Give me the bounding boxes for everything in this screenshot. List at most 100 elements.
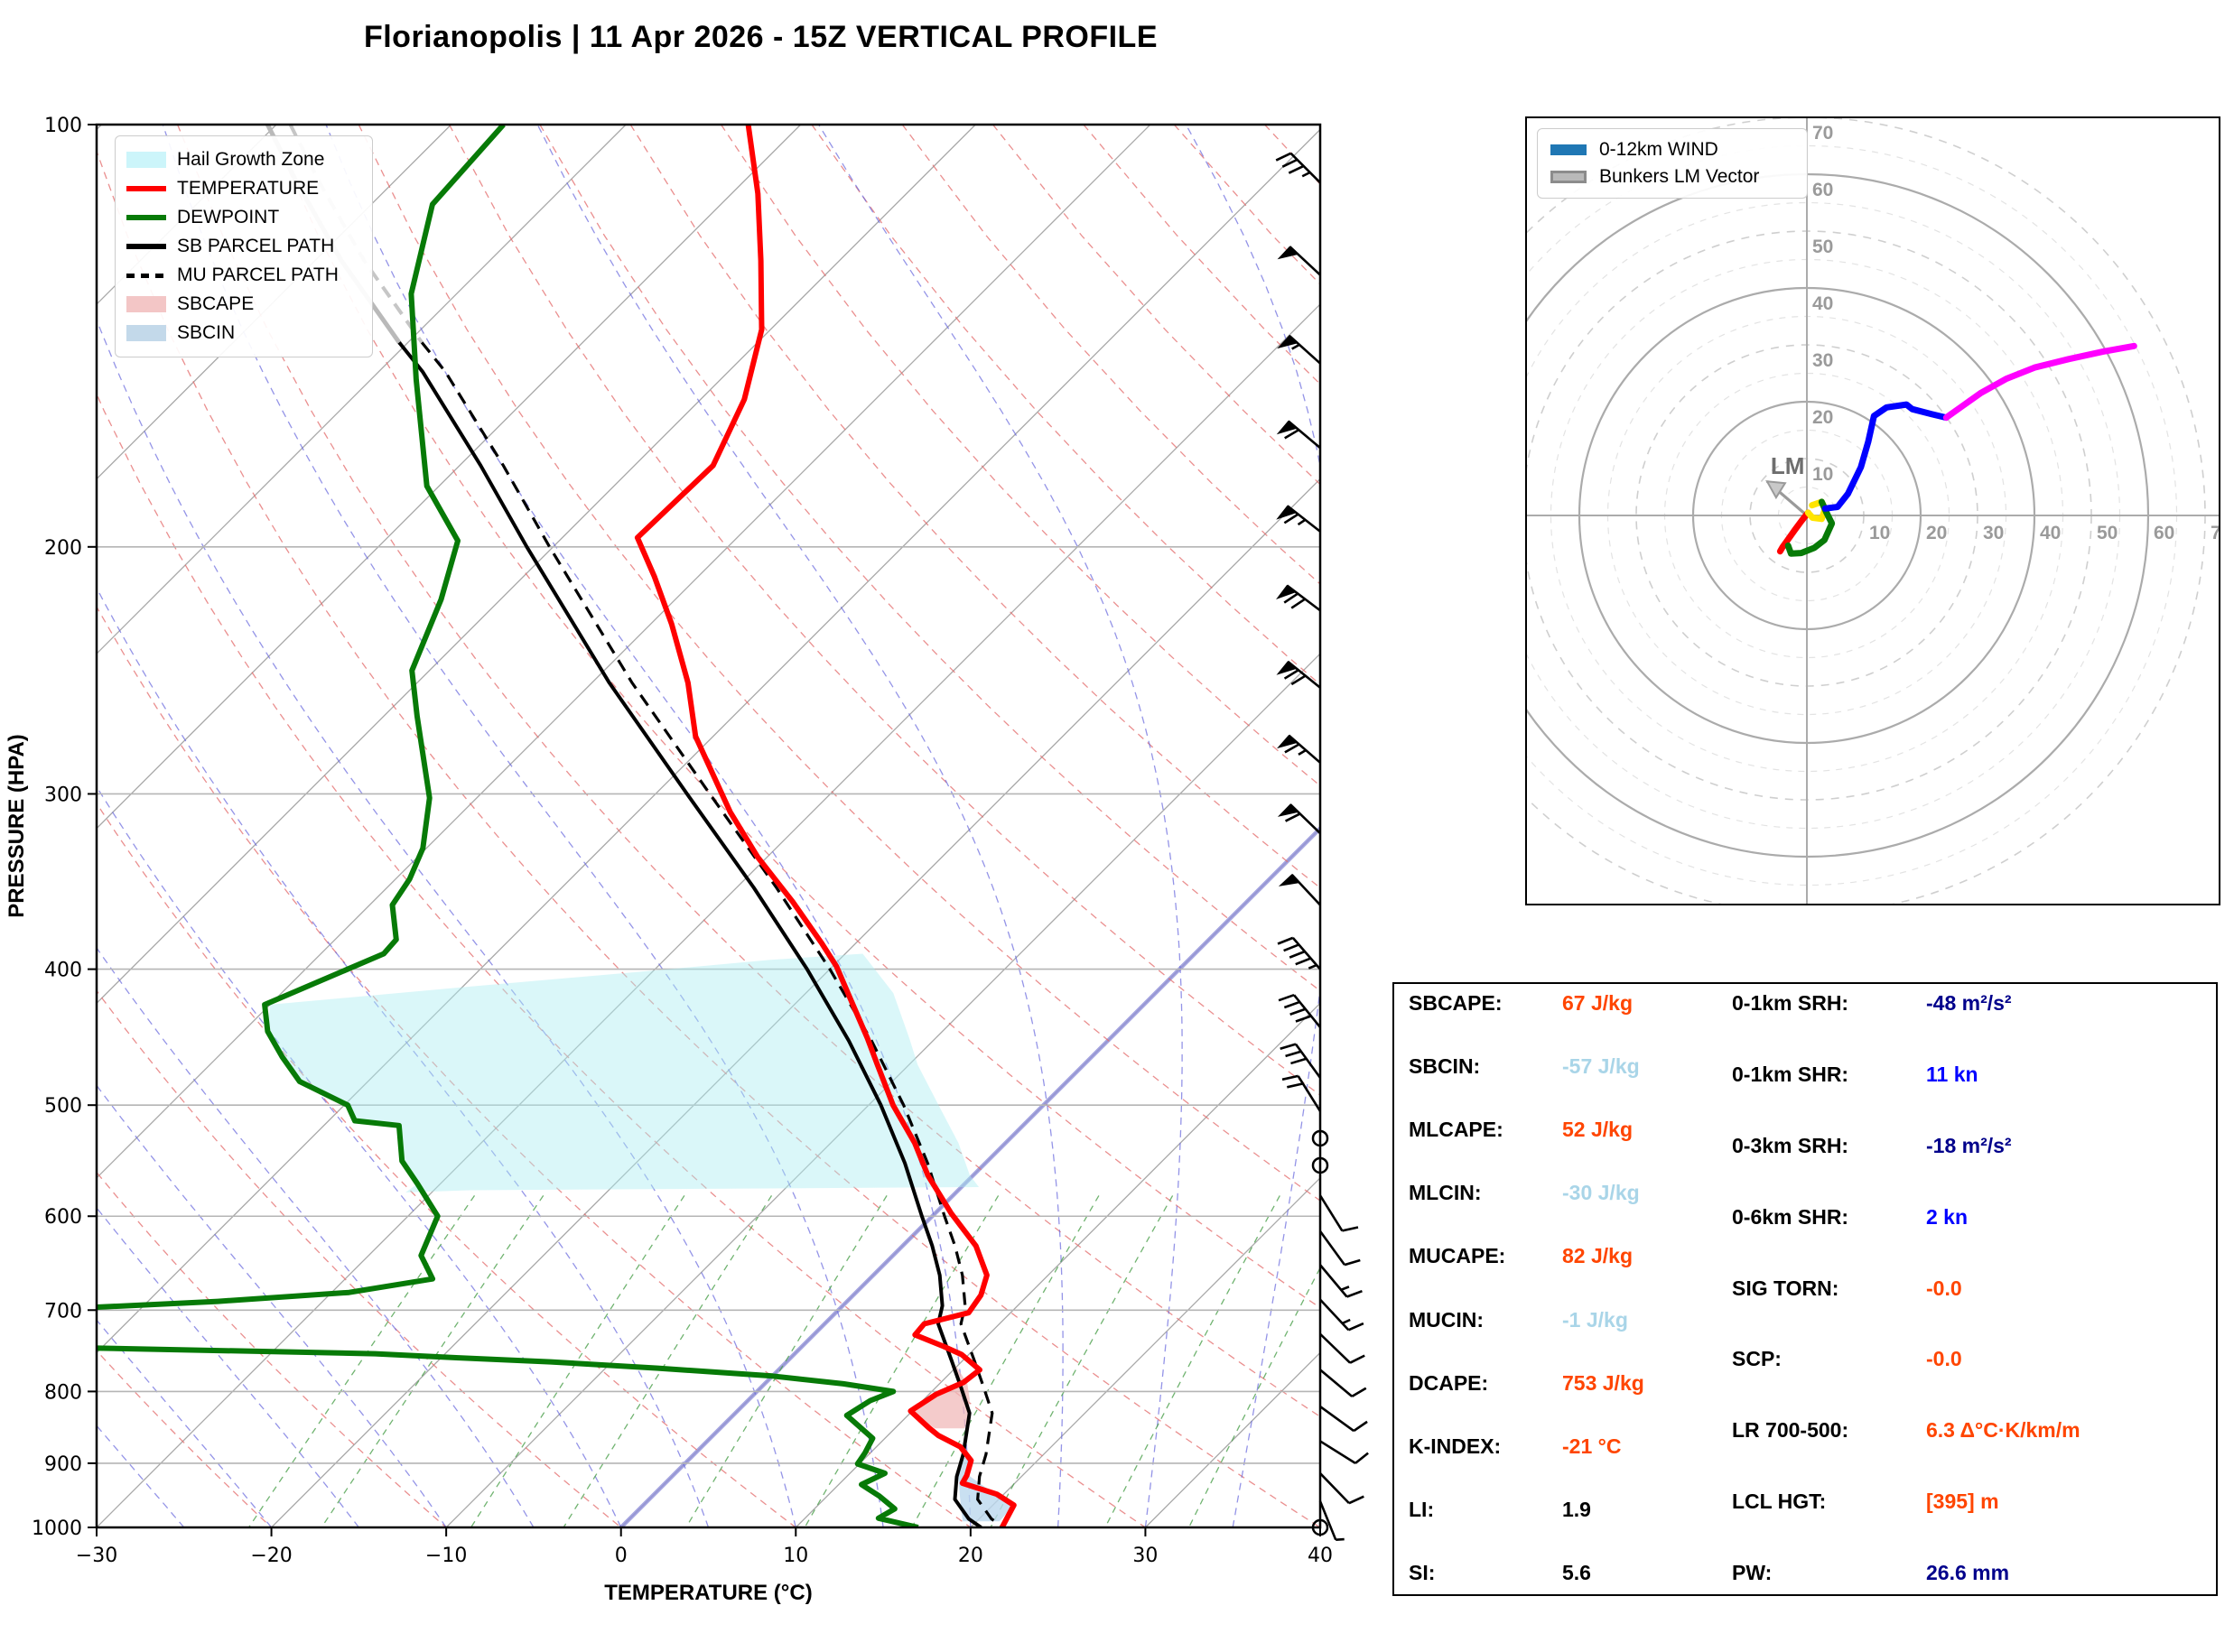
isotherm-line (97, 125, 802, 830)
y-tick-label: 100 (44, 115, 82, 137)
x-tick-label: 40 (1308, 1545, 1333, 1567)
hodograph-ring-label-x: 40 (2040, 523, 2061, 543)
hodograph-ring-label-y: 30 (1812, 350, 1833, 371)
hodograph-ring-label-y: 20 (1812, 407, 1833, 428)
stat-row: PW: 26.6 mm (1732, 1561, 2201, 1585)
hodograph-ring-label-y: 10 (1812, 464, 1833, 485)
calm-wind-icon (1311, 1129, 1329, 1147)
wind-barb-icon (1319, 1369, 1367, 1398)
hodo-legend-item: Bunkers LM Vector (1549, 163, 1796, 190)
wind-barb-icon (1280, 1043, 1322, 1079)
skewt-axes: −30 −20 −10 0 10 20 30 40 100 200 300 400 500 600 700 8… (5, 115, 1333, 1605)
wind-barb-icon (1319, 1406, 1368, 1433)
moist-adiabat-line (536, 125, 1064, 1527)
stat-row: 0-3km SRH: -18 m²/s² (1732, 1134, 2201, 1158)
stat-value: 5.6 (1562, 1560, 1591, 1584)
hodo-legend-item: 0-12km WIND (1549, 136, 1796, 163)
skewt-plot-area (97, 125, 1320, 1527)
wind-barb-icon (1278, 873, 1321, 906)
legend-label: Hail Growth Zone (177, 149, 325, 170)
legend-label: SBCIN (177, 322, 236, 343)
sbcape_region (912, 1366, 970, 1429)
wind-barb-icon (1318, 1194, 1359, 1232)
mu-parcel-path-line (420, 341, 1005, 1527)
calm-wind-icon (1311, 1518, 1329, 1536)
legend-item: TEMPERATURE (126, 174, 359, 203)
isotherm-line (271, 478, 1320, 1527)
stat-value: 6.3 Δ°C·K/km/m (1926, 1418, 2080, 1443)
dry-adiabat-line (358, 125, 1320, 1202)
bunkers-lm-arrowhead-icon (1765, 480, 1787, 500)
wind-barb-icon (1276, 420, 1321, 450)
stat-label: LI: (1409, 1497, 1435, 1521)
legend-swatch-icon (126, 319, 166, 348)
stat-row: LR 700-500: 6.3 Δ°C·K/km/m (1732, 1418, 2201, 1443)
legend-item: DEWPOINT (126, 203, 359, 232)
wind-barb-icon (1319, 1472, 1364, 1505)
temperature-curve (634, 125, 1017, 1527)
stat-value: -18 m²/s² (1926, 1133, 2012, 1157)
hodograph-ring-label-y: 50 (1812, 237, 1833, 257)
moist-adiabat-line (162, 125, 884, 1527)
moist-adiabat-line (818, 125, 1183, 1527)
wind-barb-icon (1318, 1500, 1345, 1541)
isotherm-line (97, 125, 452, 480)
isotherm-line (445, 653, 1320, 1527)
hodograph-ring-label-x: 10 (1869, 523, 1890, 543)
x-axis-title: TEMPERATURE (°C) (604, 1581, 812, 1605)
legend-swatch-icon (126, 203, 166, 232)
isotherm-line (97, 128, 1320, 1354)
legend-label: SBCAPE (177, 293, 255, 314)
legend-swatch-icon (126, 232, 166, 261)
wind-barb-icon (1319, 1264, 1363, 1298)
legend-label: SB PARCEL PATH (177, 236, 335, 256)
dry-adiabat-line (448, 125, 1320, 1096)
stat-row: K-INDEX: -21 °C (1409, 1434, 1788, 1459)
stat-label: SBCAPE: (1409, 991, 1503, 1015)
stat-row: MUCIN: -1 J/kg (1409, 1308, 1788, 1332)
mixing-ratio-line (1188, 1267, 1320, 1527)
wind-barb-icon (1277, 734, 1321, 764)
moist-adiabat-line (97, 1425, 185, 1527)
hodograph-ring-label-x: 60 (2154, 523, 2174, 543)
stat-value: [395] m (1926, 1490, 1999, 1514)
x-tick-label: −20 (250, 1545, 292, 1567)
legend-swatch-icon (126, 145, 166, 174)
x-tick-label: −30 (76, 1545, 117, 1567)
stat-value: 2 kn (1926, 1204, 1969, 1229)
moist-adiabat-line (97, 586, 710, 1527)
stat-label: MUCAPE: (1409, 1244, 1506, 1268)
skewt-frame (95, 123, 1322, 1529)
legend-item: SBCIN (126, 319, 359, 348)
hodo-legend-swatch-icon (1549, 163, 1588, 190)
x-tick-label: 20 (958, 1545, 983, 1567)
wind-barb-icon (1278, 993, 1322, 1028)
stat-label: DCAPE: (1409, 1370, 1489, 1395)
y-tick-label: 400 (44, 960, 82, 982)
stat-row: 0-6km SHR: 2 kn (1732, 1205, 2201, 1230)
wind-barb-icon (1319, 1298, 1364, 1332)
legend-label: TEMPERATURE (177, 178, 320, 199)
stats-left-column: SBCAPE: 67 J/kg SBCIN: -57 J/kg MLCAPE: 52 J/… (1409, 991, 1788, 1585)
stat-value: 11 kn (1926, 1062, 1978, 1086)
isotherm-line (97, 125, 976, 1005)
stat-row: LCL HGT: [395] m (1732, 1490, 2201, 1514)
stat-label: 0-1km SHR: (1732, 1062, 1849, 1086)
wind-barb-icon (1277, 936, 1321, 970)
stat-label: SI: (1409, 1560, 1436, 1584)
stats-panel: SBCAPE: 67 J/kg SBCIN: -57 J/kg MLCAPE: 52 J/… (1392, 982, 2218, 1596)
y-tick-label: 200 (44, 537, 82, 560)
x-tick-label: 10 (783, 1545, 808, 1567)
hodograph-trace-3-6km (1784, 498, 1836, 557)
stat-value: -0.0 (1926, 1276, 1962, 1300)
dry-adiabat-line (97, 149, 1320, 1527)
stat-label: MLCAPE: (1409, 1118, 1503, 1142)
wind-barb-icon (1318, 1230, 1361, 1267)
stat-value: -1 J/kg (1562, 1307, 1628, 1332)
stat-value: -21 °C (1562, 1434, 1622, 1458)
stat-row: 0-1km SRH: -48 m²/s² (1732, 991, 2201, 1016)
stat-value: -48 m²/s² (1926, 991, 2012, 1015)
legend-item: Hail Growth Zone (126, 145, 359, 174)
hodo-legend-swatch-icon (1549, 136, 1588, 163)
legend-swatch-icon (126, 174, 166, 203)
